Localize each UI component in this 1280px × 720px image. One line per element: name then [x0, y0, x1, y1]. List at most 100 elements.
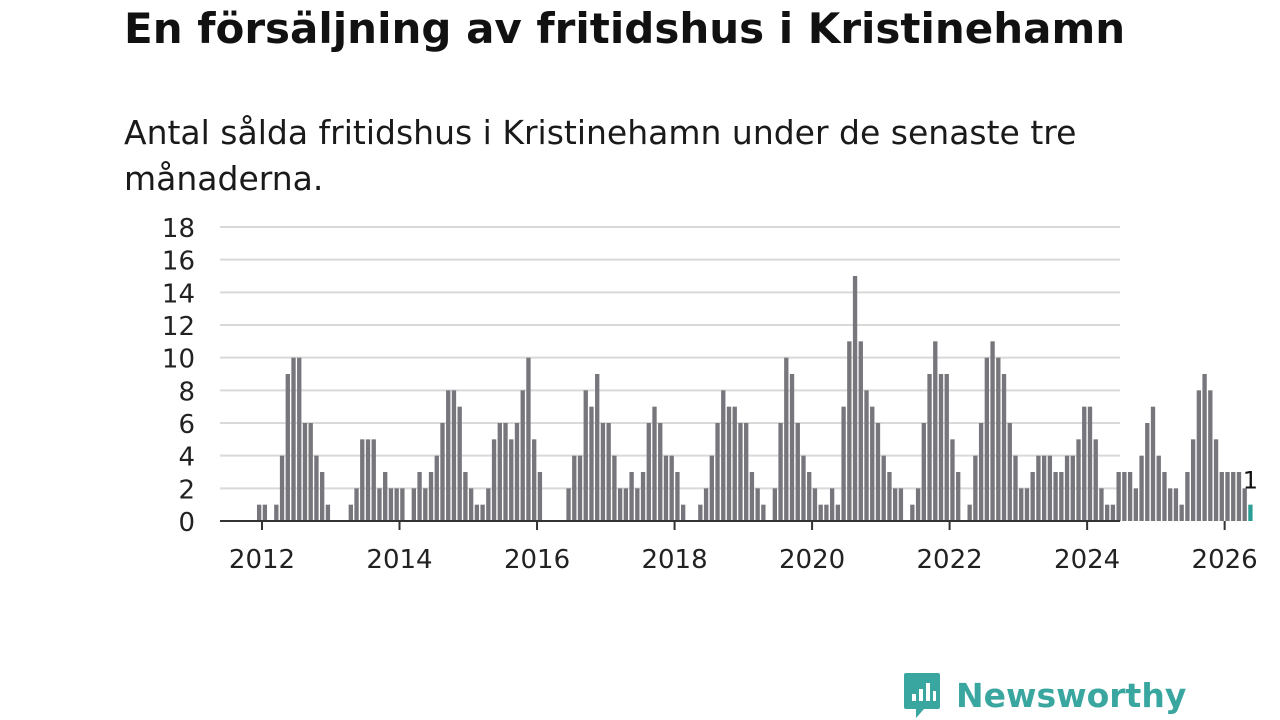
bar — [308, 423, 313, 521]
bar — [807, 472, 812, 521]
bar — [400, 488, 405, 521]
x-tick-label: 2020 — [779, 545, 845, 575]
bar — [440, 423, 445, 521]
bar — [1236, 472, 1242, 521]
bar — [887, 472, 892, 521]
bar — [927, 374, 932, 521]
bar — [921, 423, 926, 521]
bar — [898, 488, 904, 521]
bar — [1145, 423, 1150, 521]
bar — [1173, 488, 1179, 521]
chart-title: En försäljning av fritidshus i Kristineh… — [124, 4, 1126, 53]
bar — [956, 472, 961, 521]
y-tick-label: 6 — [178, 410, 195, 440]
bar — [870, 406, 875, 521]
bar — [1064, 455, 1070, 521]
bar — [640, 472, 646, 521]
x-tick-label: 2018 — [641, 545, 707, 575]
bar — [595, 374, 600, 521]
bar — [910, 504, 915, 521]
bar — [738, 423, 743, 521]
bar — [875, 423, 881, 521]
bar — [606, 423, 611, 521]
bar — [749, 472, 755, 521]
bar — [509, 439, 514, 521]
bar — [784, 357, 789, 521]
bar — [990, 341, 995, 521]
bar — [325, 504, 331, 521]
bar — [646, 423, 651, 521]
bar — [1225, 472, 1230, 521]
bar — [526, 357, 531, 521]
y-tick-label: 10 — [162, 345, 195, 375]
bar — [302, 423, 308, 521]
bar — [967, 504, 972, 521]
newsworthy-brand[interactable]: Newsworthy — [902, 670, 1186, 720]
bar — [388, 488, 394, 521]
bar — [1196, 390, 1202, 521]
bar — [537, 472, 543, 521]
bar — [1093, 439, 1098, 521]
bar — [320, 472, 325, 521]
last-value-label: 1 — [1243, 467, 1258, 495]
bar — [1133, 488, 1138, 521]
bar — [1208, 390, 1213, 521]
bar — [463, 472, 468, 521]
bar — [468, 488, 474, 521]
bar — [978, 423, 984, 521]
brand-name: Newsworthy — [956, 675, 1187, 715]
bar — [1047, 455, 1053, 521]
bar — [744, 423, 749, 521]
bar — [973, 455, 978, 521]
bar — [709, 455, 714, 521]
bar — [841, 406, 846, 521]
bar — [703, 488, 709, 521]
bar — [824, 504, 829, 521]
bar — [726, 406, 732, 521]
bar — [1162, 472, 1167, 521]
bar — [658, 423, 663, 521]
bar — [1076, 439, 1081, 521]
chart-subtitle: Antal sålda fritidshus i Kristinehamn un… — [124, 113, 1077, 198]
bar — [285, 374, 290, 521]
bar — [915, 488, 921, 521]
bar — [411, 488, 417, 521]
bar — [721, 390, 726, 521]
bar — [1105, 504, 1110, 521]
bar — [1168, 488, 1173, 521]
bar — [1019, 488, 1024, 521]
bar — [577, 455, 583, 521]
x-tick-label: 2026 — [1192, 545, 1258, 575]
bar — [486, 488, 491, 521]
bar — [858, 341, 863, 521]
bars — [256, 276, 1253, 521]
bar — [1030, 472, 1035, 521]
y-tick-label: 8 — [178, 377, 195, 407]
bar — [1087, 406, 1093, 521]
bar — [491, 439, 497, 521]
bar — [669, 455, 674, 521]
bar — [383, 472, 388, 521]
bar — [1150, 406, 1156, 521]
bar — [881, 455, 886, 521]
bar — [1219, 472, 1224, 521]
bar — [715, 423, 720, 521]
bar — [457, 406, 462, 521]
bar — [698, 504, 703, 521]
bar — [279, 455, 285, 521]
bar — [1036, 455, 1041, 521]
y-tick-label: 12 — [162, 312, 195, 342]
bar — [600, 423, 606, 521]
bar — [1127, 472, 1133, 521]
bar — [1202, 374, 1207, 521]
bar — [778, 423, 783, 521]
bar — [1059, 472, 1064, 521]
bar — [480, 504, 485, 521]
bar — [256, 504, 262, 521]
bar — [394, 488, 399, 521]
bar — [1024, 488, 1030, 521]
bar — [938, 374, 944, 521]
bar — [612, 455, 617, 521]
bar — [1185, 472, 1190, 521]
